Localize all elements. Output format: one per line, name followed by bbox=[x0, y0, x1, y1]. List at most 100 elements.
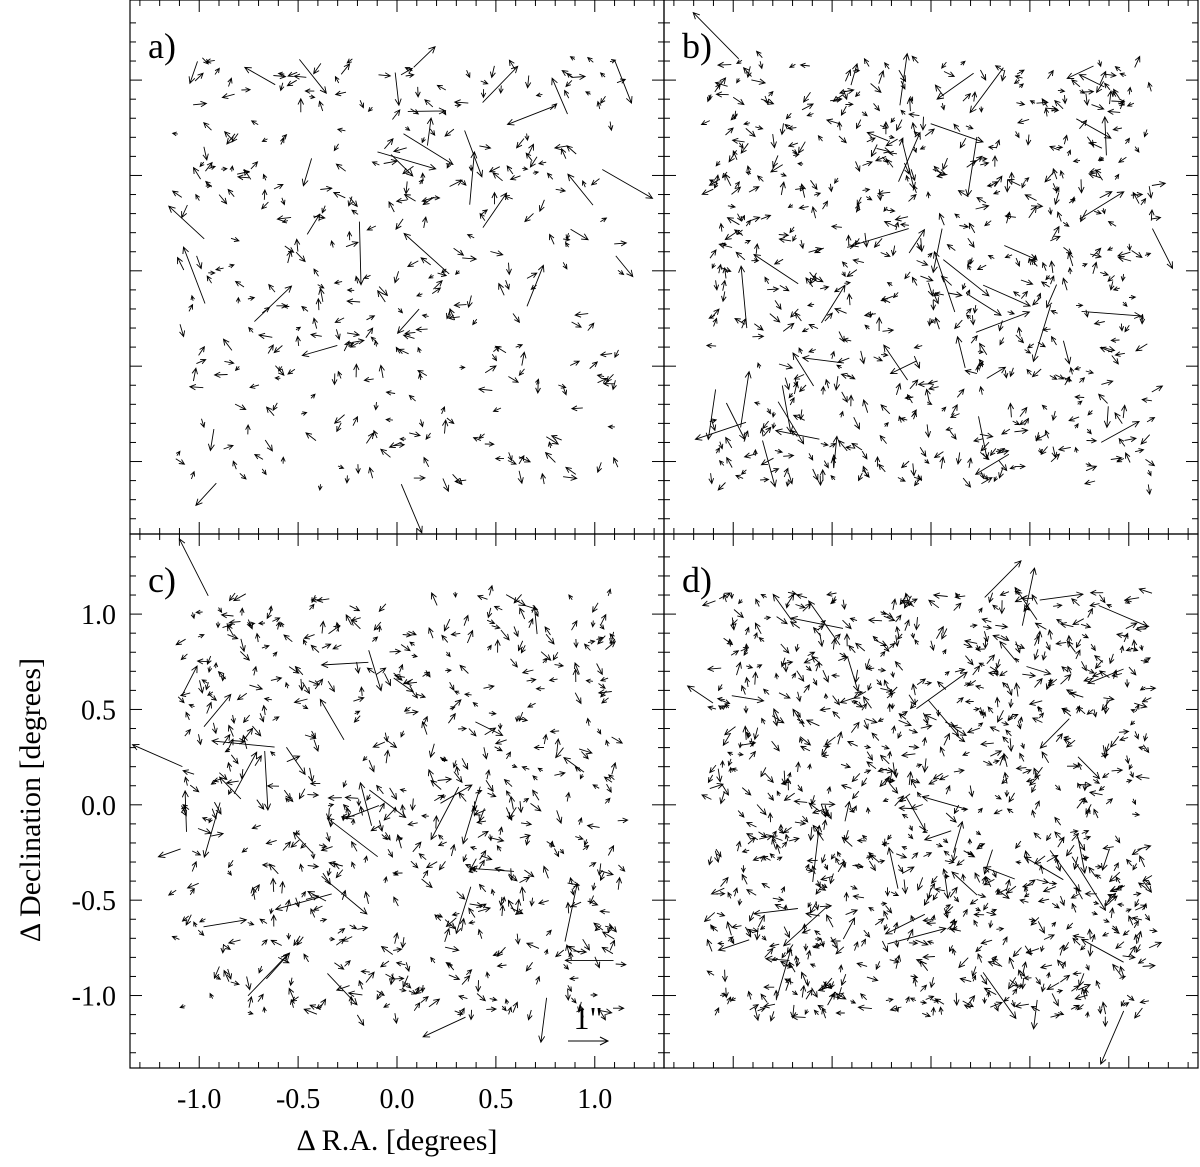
residual-vector bbox=[222, 338, 233, 351]
residual-vector bbox=[1006, 683, 1013, 697]
residual-vector bbox=[730, 650, 740, 656]
residual-vector bbox=[377, 289, 386, 303]
residual-vector bbox=[468, 907, 476, 918]
residual-vector bbox=[597, 377, 608, 384]
residual-vector bbox=[932, 292, 939, 297]
residual-vector bbox=[346, 331, 361, 338]
residual-vector bbox=[964, 699, 974, 705]
residual-vector bbox=[988, 181, 999, 187]
residual-vector bbox=[350, 618, 361, 630]
residual-vector bbox=[490, 888, 496, 896]
residual-vector bbox=[944, 671, 950, 676]
residual-vector bbox=[1143, 733, 1149, 742]
residual-vector bbox=[774, 903, 786, 910]
residual-vector bbox=[1031, 784, 1036, 794]
residual-vector bbox=[795, 593, 808, 599]
residual-vector bbox=[735, 251, 746, 261]
residual-vector bbox=[830, 350, 836, 359]
residual-vector bbox=[1031, 717, 1043, 723]
residual-vector bbox=[404, 981, 412, 989]
residual-vector bbox=[916, 678, 927, 686]
residual-vector bbox=[318, 100, 324, 112]
residual-vector bbox=[270, 914, 277, 927]
residual-vector bbox=[196, 658, 210, 665]
residual-vector bbox=[1094, 874, 1102, 880]
residual-vector bbox=[1124, 325, 1130, 333]
residual-vector bbox=[309, 94, 316, 100]
residual-vector bbox=[709, 764, 717, 774]
residual-vector bbox=[188, 61, 198, 85]
residual-vector bbox=[366, 794, 371, 801]
residual-vector bbox=[1054, 784, 1062, 791]
y-tick-label: 0.0 bbox=[81, 791, 116, 822]
residual-vector bbox=[930, 914, 936, 922]
residual-vector bbox=[477, 906, 492, 913]
residual-vector bbox=[403, 193, 416, 202]
residual-vector bbox=[909, 379, 919, 390]
residual-vector bbox=[590, 992, 599, 998]
residual-vector bbox=[228, 788, 233, 796]
residual-vector bbox=[953, 992, 960, 1007]
residual-vector bbox=[838, 964, 844, 973]
residual-vector bbox=[484, 365, 497, 374]
residual-vector bbox=[839, 410, 844, 418]
residual-vector bbox=[961, 807, 969, 812]
residual-vector bbox=[1007, 179, 1021, 187]
residual-vector bbox=[868, 860, 876, 872]
residual-vector bbox=[538, 997, 548, 1044]
residual-vector bbox=[890, 891, 900, 896]
residual-vector bbox=[564, 241, 570, 248]
residual-vector bbox=[780, 886, 786, 894]
residual-vector bbox=[383, 732, 389, 743]
residual-vector bbox=[883, 679, 889, 689]
residual-vector bbox=[782, 322, 795, 332]
residual-vector bbox=[613, 1005, 625, 1012]
residual-vector bbox=[1033, 855, 1046, 865]
residual-vector bbox=[293, 697, 308, 705]
residual-vector bbox=[944, 906, 954, 915]
residual-vector bbox=[393, 947, 403, 953]
residual-vector bbox=[722, 733, 731, 747]
residual-vector bbox=[250, 886, 257, 900]
residual-vector bbox=[708, 473, 715, 485]
residual-vector bbox=[563, 756, 585, 773]
residual-vector bbox=[227, 738, 234, 751]
residual-vector bbox=[193, 100, 208, 108]
residual-vector bbox=[790, 1013, 806, 1021]
residual-vector bbox=[444, 927, 451, 943]
residual-vector bbox=[1151, 215, 1162, 221]
residual-vector bbox=[270, 676, 283, 682]
residual-vector bbox=[879, 754, 890, 765]
residual-vector bbox=[1007, 738, 1014, 753]
residual-vector bbox=[1106, 246, 1113, 251]
residual-vector bbox=[1055, 640, 1067, 646]
residual-vector bbox=[922, 758, 929, 773]
residual-vector bbox=[789, 396, 795, 406]
residual-vector bbox=[763, 95, 769, 105]
residual-vector bbox=[746, 889, 757, 896]
residual-vector bbox=[863, 719, 869, 730]
residual-vector bbox=[583, 839, 589, 847]
residual-vector bbox=[984, 560, 1022, 598]
residual-vector bbox=[609, 939, 616, 951]
residual-vector bbox=[442, 419, 449, 434]
residual-vector bbox=[845, 101, 854, 107]
residual-vector bbox=[798, 409, 804, 421]
residual-vector bbox=[1139, 644, 1144, 652]
residual-vector bbox=[980, 441, 990, 452]
residual-vector bbox=[327, 973, 358, 1006]
residual-vector bbox=[780, 172, 787, 177]
residual-vector bbox=[905, 995, 910, 1004]
residual-vector bbox=[1045, 105, 1059, 112]
residual-vector bbox=[936, 172, 948, 179]
residual-vector bbox=[846, 269, 858, 278]
residual-vector bbox=[801, 327, 809, 333]
residual-vector bbox=[774, 428, 820, 440]
residual-vector bbox=[437, 841, 447, 847]
residual-vector bbox=[936, 842, 944, 848]
residual-vector bbox=[1005, 885, 1017, 894]
residual-vector bbox=[1097, 393, 1108, 404]
residual-vector bbox=[1142, 962, 1156, 969]
residual-vector bbox=[901, 813, 909, 819]
residual-vector bbox=[752, 855, 763, 862]
